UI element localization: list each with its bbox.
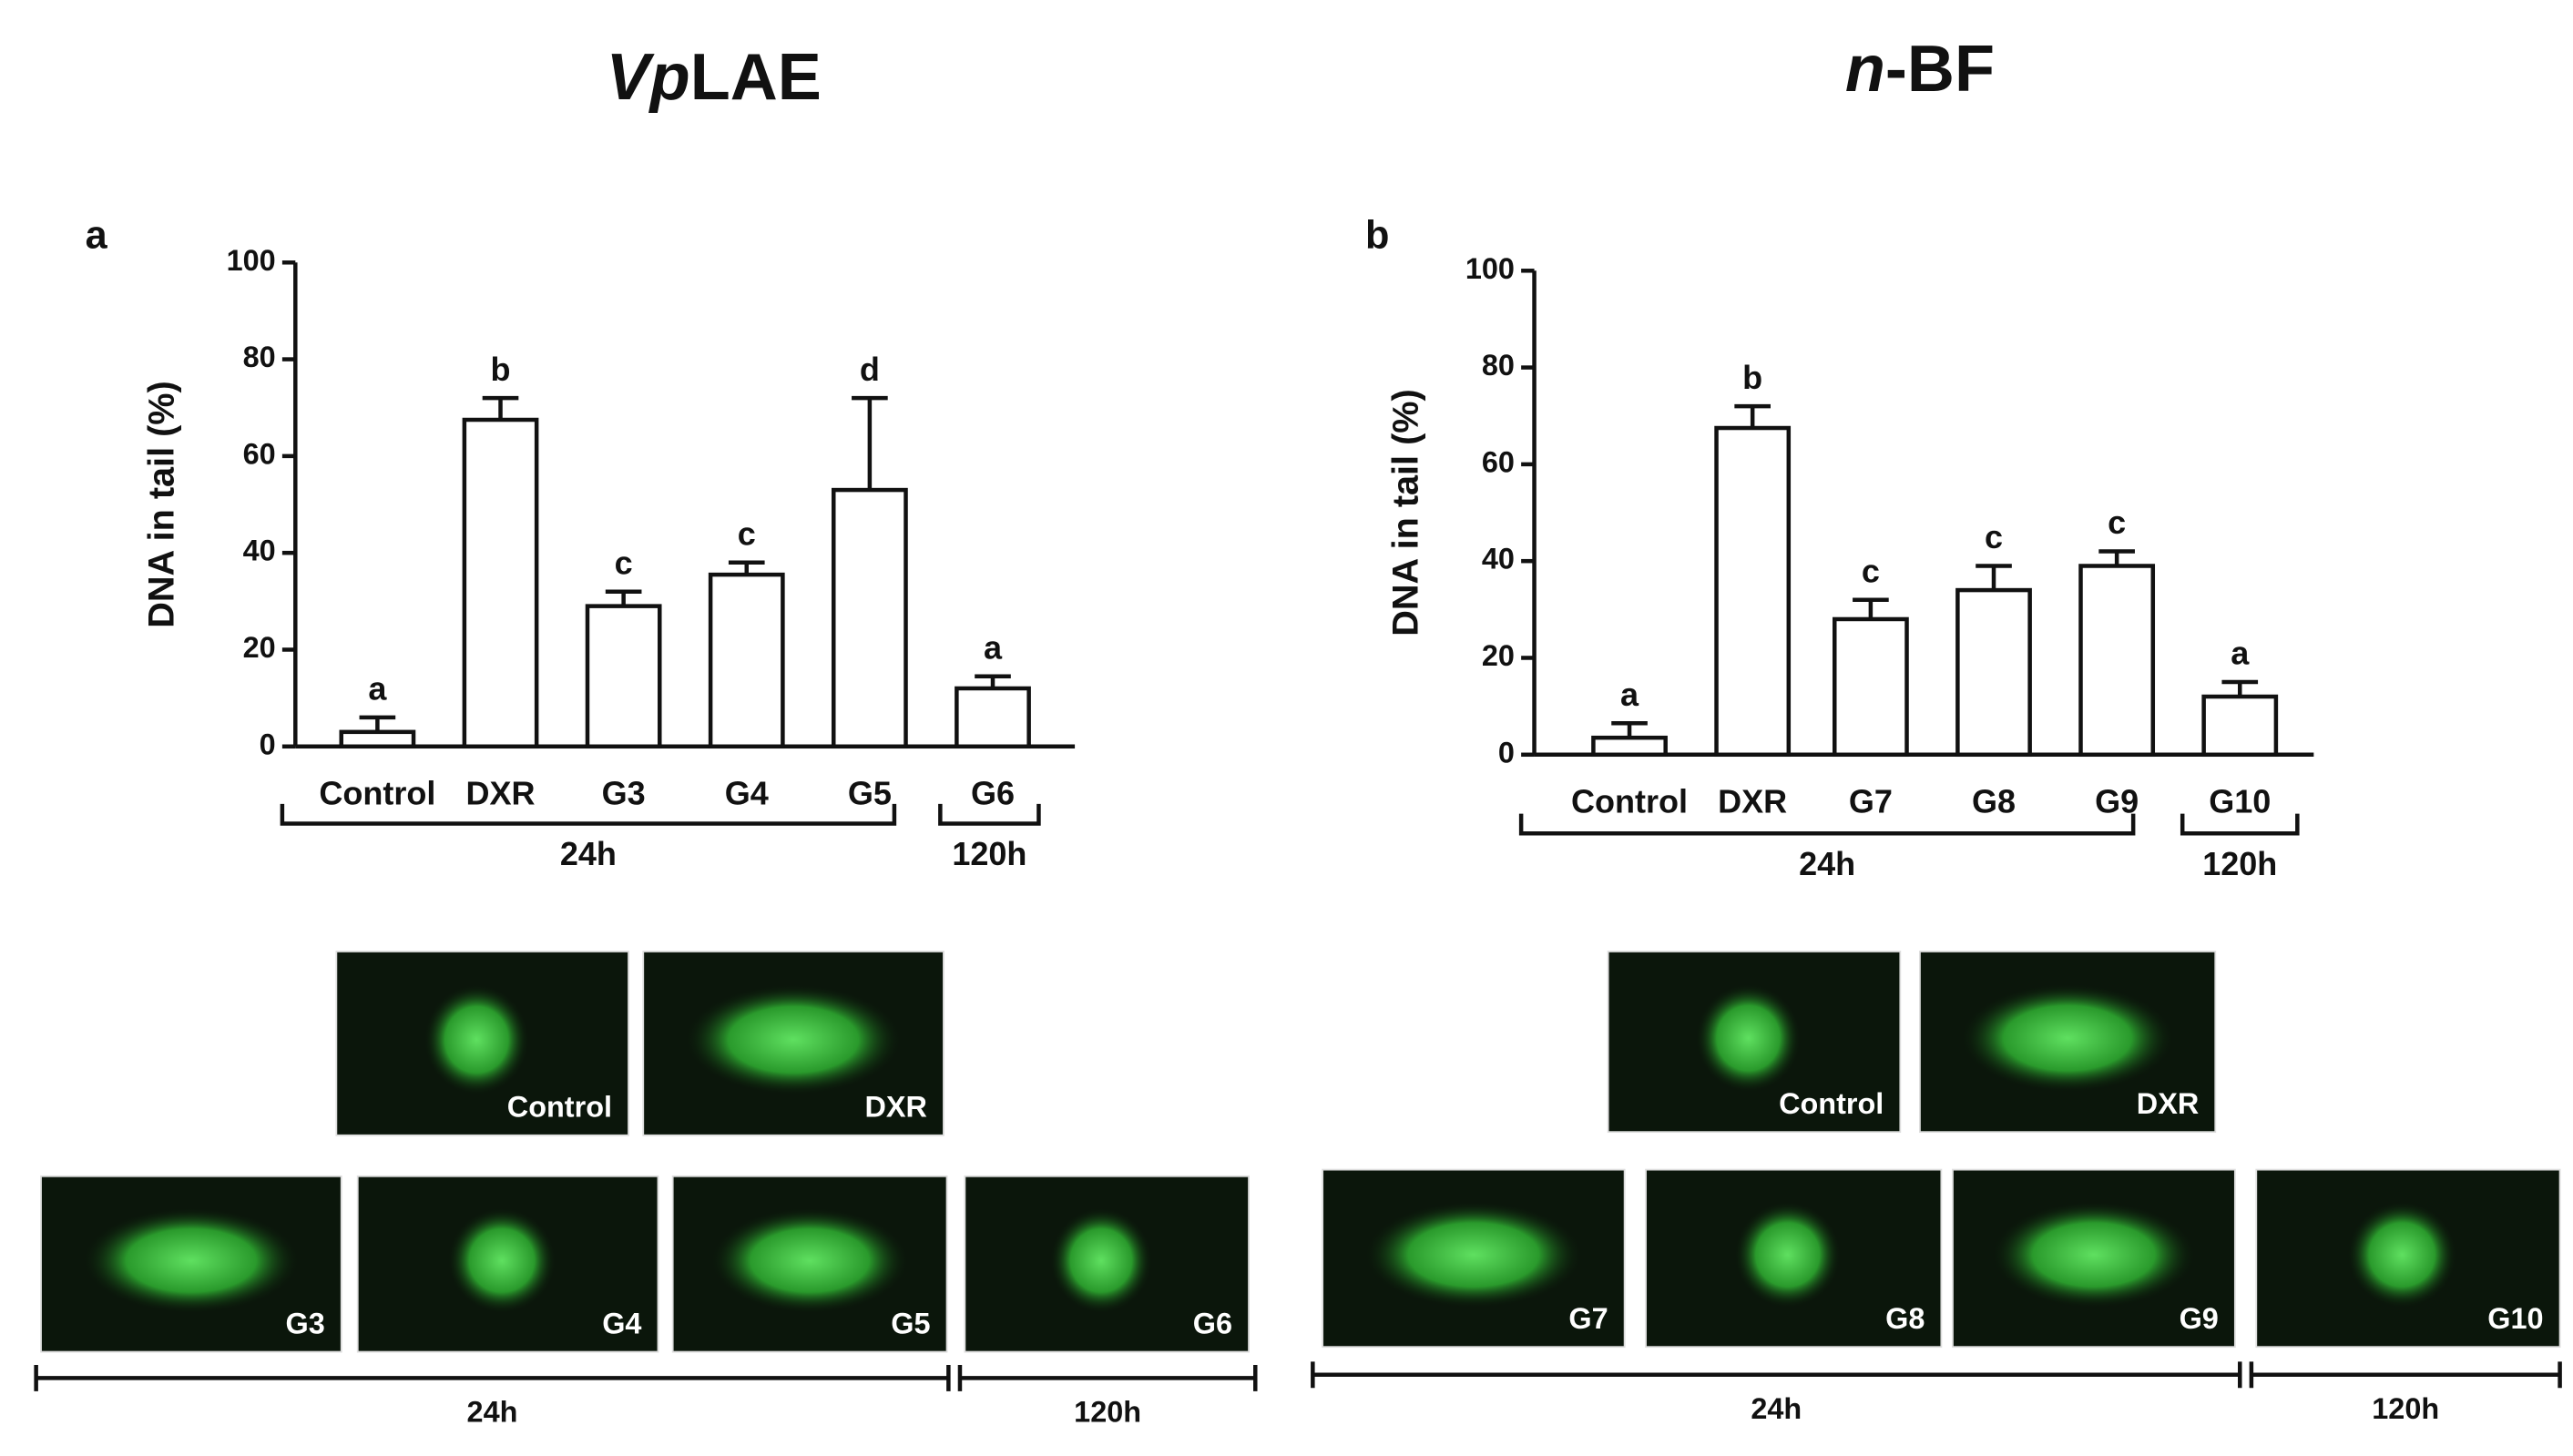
y-tick-label: 60 — [1482, 445, 1515, 478]
significance-letter: b — [1742, 359, 1762, 396]
y-tick-label: 40 — [1482, 543, 1515, 575]
panel-label: a — [86, 214, 108, 258]
x-tick-label: G6 — [971, 774, 1015, 811]
group-bracket — [2180, 813, 2300, 836]
x-tick-label: G3 — [602, 774, 646, 811]
significance-letter: a — [1620, 676, 1639, 713]
comet-cell — [1734, 1201, 1842, 1308]
x-tick-label: G7 — [1849, 782, 1893, 820]
micrograph-label: DXR — [865, 1090, 927, 1123]
y-tick-label: 20 — [243, 631, 276, 664]
significance-letter: c — [738, 514, 756, 552]
group-bracket — [1518, 813, 2136, 836]
y-tick-label: 40 — [243, 535, 276, 567]
chart-title: VpLAE — [607, 41, 822, 114]
micrograph-label: G9 — [2180, 1302, 2219, 1335]
significance-letter: c — [1862, 552, 1880, 589]
y-tick-label: 80 — [243, 341, 276, 373]
significance-letter: c — [1985, 518, 2003, 555]
x-tick-label: Control — [319, 774, 435, 811]
micrograph-label: G5 — [891, 1307, 930, 1339]
comet-cell — [1049, 1207, 1153, 1314]
timeline-label: 120h — [2372, 1392, 2439, 1425]
group-label: 24h — [1799, 845, 1855, 882]
bar — [955, 686, 1031, 749]
chart-title: n-BF — [1845, 33, 1995, 106]
significance-letter: d — [860, 351, 880, 388]
micrograph-label: G10 — [2487, 1302, 2543, 1335]
bar — [585, 604, 662, 749]
significance-letter: a — [2231, 635, 2250, 672]
comet-cell — [83, 1207, 300, 1314]
x-tick-label: DXR — [1718, 782, 1787, 820]
x-tick-label: G8 — [1972, 782, 2016, 820]
comet-cell — [710, 1207, 909, 1314]
y-tick-label: 0 — [1498, 736, 1515, 769]
comet-cell — [1364, 1201, 1583, 1308]
significance-letter: c — [2108, 504, 2126, 541]
x-tick-label: G4 — [725, 774, 769, 811]
y-axis-label: DNA in tail (%) — [1385, 389, 1425, 636]
comet-cell — [447, 1207, 556, 1314]
micrograph-label: G3 — [285, 1307, 324, 1339]
timeline-bar — [957, 1364, 1258, 1391]
title-regular: -BF — [1885, 33, 1995, 106]
title-italic: Vp — [607, 41, 690, 114]
micrograph-label: G4 — [602, 1307, 641, 1339]
timeline-bar — [34, 1364, 951, 1391]
comet-cell — [2347, 1201, 2457, 1308]
comet-cell — [685, 984, 902, 1095]
bar — [708, 572, 785, 749]
comet-cell — [1695, 983, 1802, 1093]
bar — [1714, 425, 1792, 758]
y-tick-label: 60 — [243, 437, 276, 470]
title-italic: n — [1845, 33, 1885, 106]
significance-letter: a — [984, 628, 1003, 666]
y-tick-label: 100 — [227, 244, 276, 277]
significance-letter: b — [491, 351, 511, 388]
bar — [2201, 694, 2279, 758]
bar — [2078, 564, 2156, 758]
group-bracket — [938, 803, 1041, 826]
micrograph-label: G8 — [1885, 1302, 1925, 1335]
bar — [462, 417, 539, 749]
bar — [1833, 616, 1909, 758]
y-tick-label: 100 — [1465, 252, 1515, 285]
significance-letter: c — [615, 544, 633, 581]
x-tick-label: DXR — [465, 774, 535, 811]
timeline-label: 24h — [467, 1396, 518, 1429]
x-tick-label: Control — [1571, 782, 1688, 820]
micrograph-label: Control — [1779, 1087, 1884, 1120]
group-label: 24h — [560, 835, 617, 872]
timeline-label: 24h — [1751, 1392, 1802, 1425]
micrograph-label: G6 — [1193, 1307, 1232, 1339]
x-tick-label: G9 — [2095, 782, 2139, 820]
panel-label: b — [1365, 214, 1389, 258]
group-label: 120h — [2202, 845, 2277, 882]
micrograph-label: DXR — [2137, 1087, 2199, 1120]
x-tick-label: G5 — [848, 774, 892, 811]
timeline-bar — [2249, 1361, 2562, 1389]
significance-letter: a — [368, 670, 387, 708]
comet-cell — [424, 984, 529, 1095]
group-label: 120h — [952, 835, 1026, 872]
x-tick-label: G10 — [2209, 782, 2271, 820]
timeline-label: 120h — [1074, 1396, 1141, 1429]
micrograph-label: G7 — [1568, 1302, 1608, 1335]
group-bracket — [280, 803, 897, 826]
bar — [831, 487, 908, 749]
y-tick-label: 0 — [260, 728, 276, 760]
comet-cell — [1961, 983, 2174, 1093]
bar — [1955, 587, 2032, 758]
comet-cell — [1992, 1201, 2196, 1308]
bar — [1591, 735, 1668, 758]
title-regular: LAE — [690, 41, 822, 114]
y-tick-label: 20 — [1482, 639, 1515, 672]
timeline-bar — [1311, 1361, 2242, 1389]
y-tick-label: 80 — [1482, 349, 1515, 382]
y-axis-label: DNA in tail (%) — [142, 381, 182, 628]
micrograph-label: Control — [507, 1090, 612, 1123]
bar — [339, 729, 416, 749]
